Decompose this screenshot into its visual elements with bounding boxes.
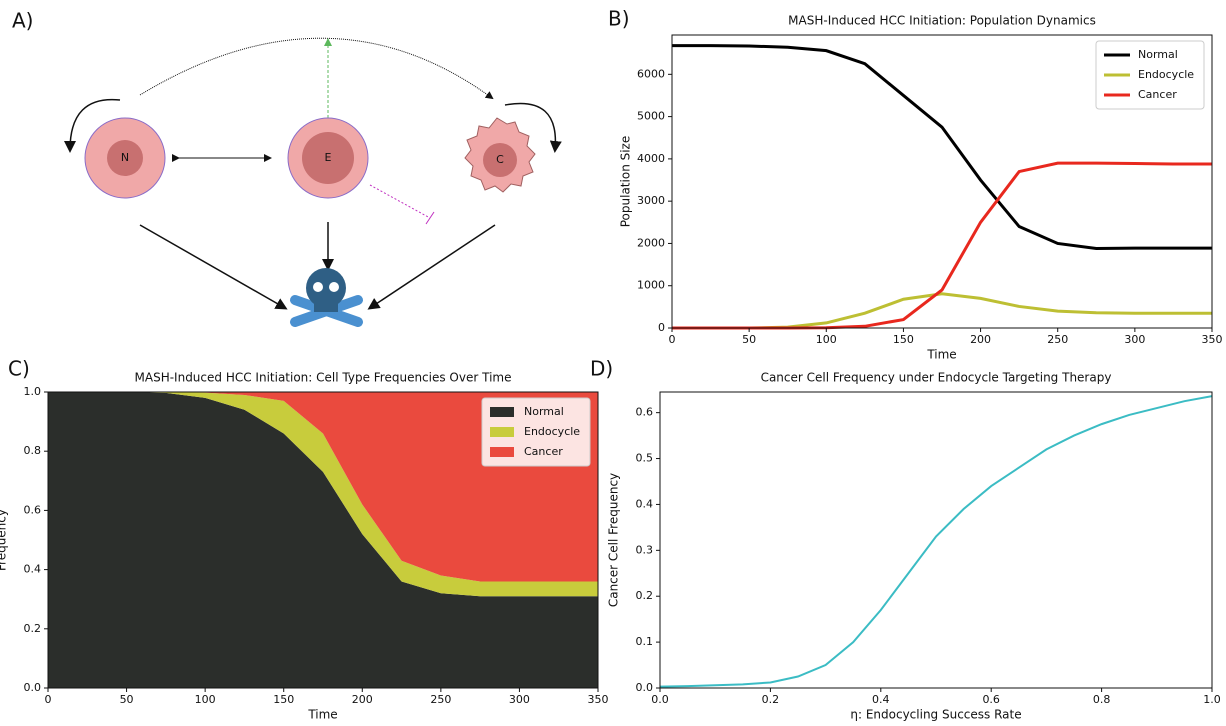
x-tick-label: 0.4: [872, 693, 890, 706]
y-tick-label: 0.6: [636, 406, 654, 419]
x-tick-label: 0.6: [982, 693, 1000, 706]
x-tick-label: 200: [352, 693, 373, 706]
x-tick-label: 50: [120, 693, 134, 706]
legend-label: Normal: [524, 405, 564, 418]
y-tick-label: 3000: [637, 194, 665, 207]
x-tick-label: 250: [430, 693, 451, 706]
nucleus: [483, 143, 517, 177]
y-tick-label: 0.2: [636, 589, 654, 602]
legend-label: Cancer: [524, 445, 563, 458]
x-tick-label: 100: [195, 693, 216, 706]
plot-area: [659, 395, 1213, 688]
diagram: A) N E C: [12, 9, 562, 327]
x-tick-label: 0.8: [1093, 693, 1111, 706]
axes-frame: [47, 391, 599, 689]
chart-panel: C) MASH-Induced HCC Initiation: Cell Type…: [0, 357, 609, 722]
x-axis-label: Time: [926, 348, 956, 362]
panel-label: A): [12, 9, 33, 33]
axes-frame: [659, 391, 1213, 689]
legend-swatch: [490, 407, 514, 417]
y-tick-label: 0.1: [636, 635, 654, 648]
x-tick-label: 350: [1202, 333, 1223, 346]
x-tick-label: 150: [273, 693, 294, 706]
nucleus: [107, 140, 143, 176]
x-tick-label: 1.0: [1203, 693, 1221, 706]
y-tick-label: 0.2: [24, 622, 42, 635]
line: [672, 292, 1212, 330]
x-tick-label: 350: [588, 693, 609, 706]
legend: Normal Endocycle Cancer: [1095, 40, 1205, 110]
y-axis-label: Cancer Cell Frequency: [607, 473, 621, 607]
x-axis-label: η: Endocycling Success Rate: [850, 708, 1021, 722]
inhibition: [425, 211, 435, 225]
arrow: [139, 224, 288, 310]
y-tick-label: 5000: [637, 110, 665, 123]
area: [48, 392, 598, 688]
arrow: [367, 224, 496, 310]
chart-title: MASH-Induced HCC Initiation: Cell Type F…: [135, 371, 512, 385]
chart-panel: B) MASH-Induced HCC Initiation: Populatio…: [608, 7, 1223, 362]
line: [659, 395, 1213, 688]
legend-label: Cancer: [1138, 88, 1177, 101]
x-tick-label: 0.0: [651, 693, 669, 706]
arrow: [64, 98, 121, 153]
y-tick-label: 1000: [637, 279, 665, 292]
nucleus: [302, 132, 354, 184]
legend-label: Normal: [1138, 48, 1178, 61]
y-tick-label: 0.0: [24, 681, 42, 694]
panel-label: B): [608, 7, 630, 31]
x-tick-label: 300: [509, 693, 530, 706]
y-tick-label: 6000: [637, 67, 665, 80]
x-tick-label: 250: [1047, 333, 1068, 346]
chart-title: Cancer Cell Frequency under Endocycle Ta…: [761, 371, 1112, 385]
chart-title: MASH-Induced HCC Initiation: Population …: [788, 14, 1096, 28]
node-label: N: [121, 151, 129, 164]
line: [672, 161, 1212, 330]
legend-box: [1095, 40, 1205, 110]
x-tick-label: 0: [45, 693, 52, 706]
area: [48, 392, 598, 582]
x-tick-label: 100: [816, 333, 837, 346]
y-tick-label: 0.4: [636, 497, 654, 510]
panel-label: D): [590, 357, 613, 381]
legend-label: Endocycle: [1138, 68, 1194, 81]
y-axis-label: Population Size: [619, 136, 633, 228]
legend: Normal Endocycle Cancer: [481, 397, 591, 467]
legend-label: Endocycle: [524, 425, 580, 438]
y-axis-label: Frequency: [0, 509, 9, 571]
arrow: [504, 102, 562, 153]
y-tick-label: 0: [658, 321, 665, 334]
x-axis-label: Time: [307, 708, 337, 722]
chart-panel: D) Cancer Cell Frequency under Endocycle …: [590, 357, 1221, 722]
y-tick-label: 0.3: [636, 543, 654, 556]
y-tick-label: 0.4: [24, 563, 42, 576]
y-tick-label: 0.8: [24, 444, 42, 457]
y-tick-label: 1.0: [24, 385, 42, 398]
legend-swatch: [490, 447, 514, 457]
line: [672, 44, 1212, 251]
x-tick-label: 300: [1124, 333, 1145, 346]
x-tick-label: 0.2: [762, 693, 780, 706]
x-tick-label: 150: [893, 333, 914, 346]
y-tick-label: 0.0: [636, 681, 654, 694]
plot-area: [48, 392, 598, 688]
legend-swatch: [490, 427, 514, 437]
skull-icon: [290, 268, 363, 327]
arrow: [139, 37, 494, 100]
x-tick-label: 50: [742, 333, 756, 346]
node-label: E: [325, 151, 332, 164]
x-tick-label: 200: [970, 333, 991, 346]
panel-label: C): [8, 357, 30, 381]
x-tick-label: 0: [669, 333, 676, 346]
y-tick-label: 4000: [637, 152, 665, 165]
y-tick-label: 2000: [637, 236, 665, 249]
y-tick-label: 0.5: [636, 452, 654, 465]
inhibition: [369, 184, 431, 219]
y-tick-label: 0.6: [24, 503, 42, 516]
axes-frame: [671, 34, 1213, 329]
node-label: C: [496, 153, 504, 166]
